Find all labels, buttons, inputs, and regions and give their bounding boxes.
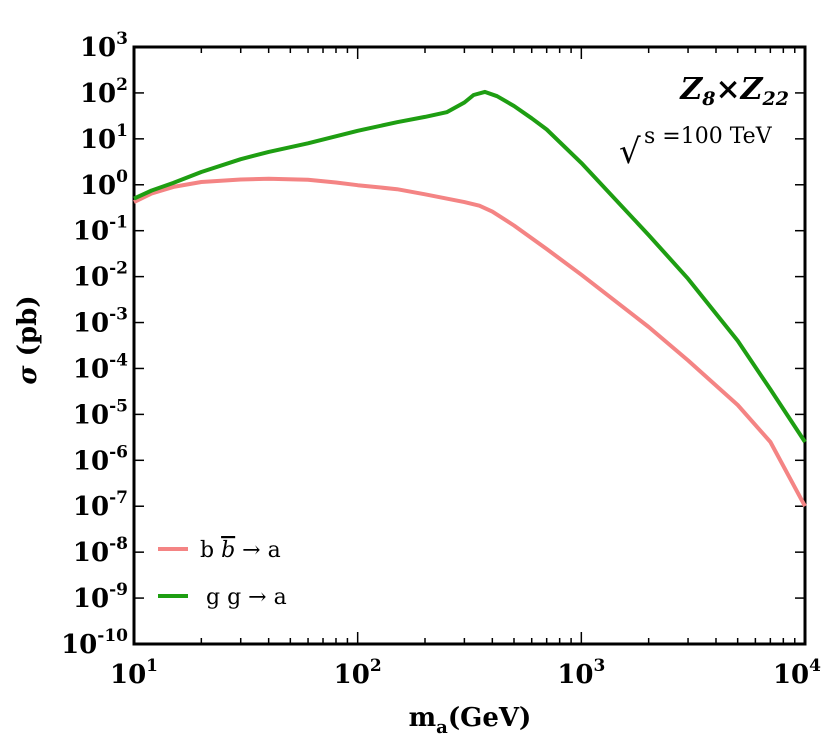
x-axis-ticks bbox=[133, 47, 796, 644]
x-axis-tick-labels: 101 102 103 104 bbox=[110, 656, 821, 690]
x-tick-label: 101 bbox=[110, 656, 158, 690]
y-tick-base: 10 bbox=[73, 354, 109, 384]
y-tick-base: 10 bbox=[73, 584, 109, 614]
y-tick-label: 10-10 bbox=[61, 626, 128, 660]
y-tick-base: 10 bbox=[73, 446, 109, 476]
energy-s: s bbox=[644, 124, 655, 149]
x-tick-exp: 4 bbox=[809, 656, 821, 676]
series-lines bbox=[133, 89, 807, 508]
y-tick-base: 10 bbox=[80, 33, 116, 63]
y-axis-title: σ (pb) bbox=[13, 295, 43, 384]
y-tick-exp: 2 bbox=[116, 75, 128, 95]
legend-b: b bbox=[200, 538, 221, 563]
y-tick-exp: -2 bbox=[109, 259, 128, 279]
y-tick-base: 10 bbox=[73, 263, 109, 293]
model-times: × bbox=[716, 72, 741, 107]
y-axis-tick-labels: 10310210110010-110-210-310-410-510-610-7… bbox=[61, 29, 128, 660]
y-tick-exp: -8 bbox=[109, 534, 128, 554]
y-axis-symbol: σ bbox=[13, 365, 43, 385]
x-tick-base: 10 bbox=[110, 660, 146, 690]
y-tick-label: 102 bbox=[80, 75, 128, 109]
y-tick-label: 10-2 bbox=[73, 259, 128, 293]
x-tick-exp: 1 bbox=[146, 656, 158, 676]
legend-arrow-a: → a bbox=[235, 538, 281, 563]
legend-label-bbar: b b → a bbox=[200, 538, 281, 563]
energy-sqrt-sign: √ bbox=[619, 132, 641, 172]
y-tick-label: 10-7 bbox=[73, 488, 128, 522]
y-tick-exp: -1 bbox=[109, 213, 128, 233]
x-axis-sub: a bbox=[436, 717, 448, 738]
series-line-gg-to-a bbox=[133, 89, 807, 444]
model-z2-sub: 22 bbox=[762, 88, 789, 110]
y-tick-exp: 0 bbox=[116, 167, 128, 187]
y-tick-label: 100 bbox=[80, 167, 128, 201]
model-annotation: Z8×Z22 bbox=[679, 72, 789, 110]
y-tick-base: 10 bbox=[73, 492, 109, 522]
x-tick-label: 103 bbox=[557, 656, 605, 690]
y-tick-base: 10 bbox=[80, 79, 116, 109]
y-tick-label: 101 bbox=[80, 121, 128, 155]
y-tick-exp: -4 bbox=[109, 350, 128, 370]
y-tick-label: 10-6 bbox=[73, 442, 128, 476]
y-tick-base: 10 bbox=[73, 309, 109, 339]
y-tick-exp: -10 bbox=[97, 626, 128, 646]
y-tick-exp: 1 bbox=[116, 121, 128, 141]
y-tick-label: 10-9 bbox=[73, 580, 128, 614]
plot-frame bbox=[132, 45, 807, 646]
y-tick-label: 103 bbox=[80, 29, 128, 63]
x-tick-exp: 3 bbox=[594, 656, 606, 676]
x-tick-base: 10 bbox=[557, 660, 593, 690]
series-line-bbar-to-a bbox=[133, 176, 807, 508]
y-tick-exp: -3 bbox=[109, 305, 128, 325]
x-axis-main: m bbox=[409, 703, 437, 733]
model-z2: Z bbox=[740, 72, 764, 107]
y-tick-base: 10 bbox=[61, 630, 97, 660]
legend-bbar: b bbox=[221, 538, 235, 563]
model-z1-sub: 8 bbox=[701, 88, 715, 110]
x-tick-base: 10 bbox=[773, 660, 809, 690]
y-tick-label: 10-3 bbox=[73, 305, 128, 339]
y-tick-exp: -7 bbox=[109, 488, 128, 508]
x-tick-exp: 2 bbox=[370, 656, 382, 676]
y-tick-label: 10-5 bbox=[73, 396, 128, 430]
y-axis-ticks bbox=[134, 46, 805, 645]
x-axis-title: ma(GeV) bbox=[409, 703, 532, 738]
x-tick-label: 104 bbox=[773, 656, 821, 690]
legend: b b → a g g → a bbox=[158, 538, 287, 610]
y-axis-unit: (pb) bbox=[13, 295, 43, 365]
energy-annotation: s =100 TeV bbox=[644, 124, 773, 149]
y-tick-exp: -6 bbox=[109, 442, 128, 462]
y-tick-base: 10 bbox=[80, 125, 116, 155]
y-tick-base: 10 bbox=[73, 217, 109, 247]
y-tick-label: 10-1 bbox=[73, 213, 128, 247]
y-tick-exp: -9 bbox=[109, 580, 128, 600]
y-tick-base: 10 bbox=[73, 538, 109, 568]
y-tick-label: 10-4 bbox=[73, 350, 128, 384]
model-z1: Z bbox=[679, 72, 703, 107]
x-tick-base: 10 bbox=[334, 660, 370, 690]
y-tick-exp: 3 bbox=[116, 29, 128, 49]
y-tick-base: 10 bbox=[80, 171, 116, 201]
y-tick-label: 10-8 bbox=[73, 534, 128, 568]
legend-label-gg: g g → a bbox=[206, 585, 287, 610]
y-tick-base: 10 bbox=[73, 400, 109, 430]
x-axis-unit: (GeV) bbox=[448, 703, 532, 733]
x-tick-label: 102 bbox=[334, 656, 382, 690]
energy-value: =100 TeV bbox=[655, 124, 772, 149]
y-tick-exp: -5 bbox=[109, 396, 128, 416]
